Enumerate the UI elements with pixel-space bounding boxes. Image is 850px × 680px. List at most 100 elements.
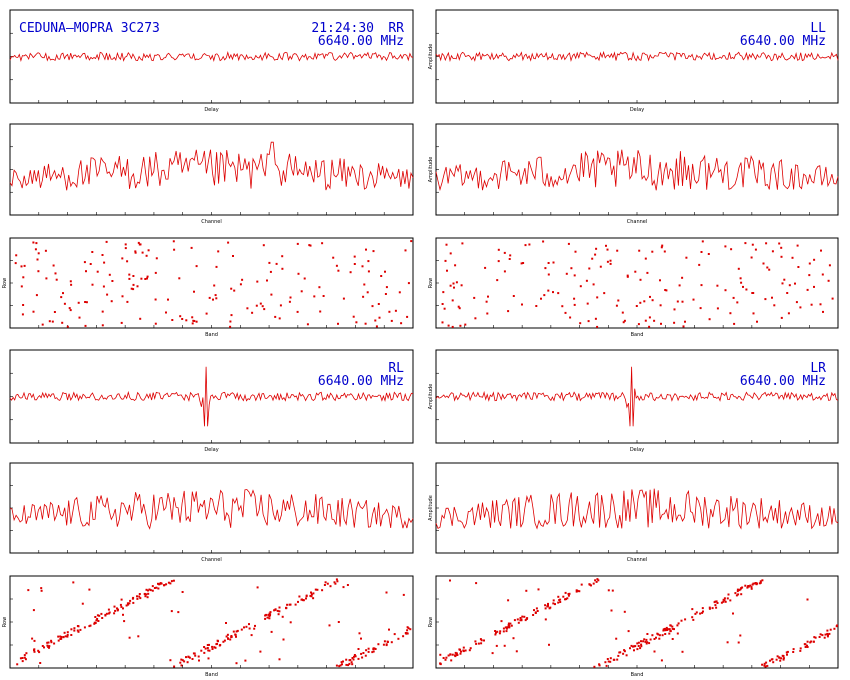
ll-phase-point — [609, 259, 612, 262]
ll-phase-point — [622, 321, 625, 324]
lr-phase-point — [533, 609, 535, 612]
rr-phase-point — [48, 320, 51, 323]
lr-phase-point — [547, 602, 549, 605]
rr-phase-point — [335, 264, 338, 267]
rl-phase-point — [191, 658, 194, 660]
ll-phase-point — [542, 240, 545, 243]
lr-phase-point — [507, 624, 510, 627]
lr-phase-point — [702, 610, 704, 613]
rl-phase-point — [341, 663, 343, 666]
ll-phase-point — [552, 291, 554, 294]
rr-phase-point — [214, 294, 217, 297]
rl-phase-point — [53, 642, 56, 645]
rl-phase-point — [32, 609, 35, 612]
lr-phase-point — [479, 638, 482, 641]
lr-phase-point — [615, 637, 618, 640]
rl-phase-point — [232, 630, 235, 633]
rr-phase-point — [353, 263, 356, 265]
lr-phase-point — [454, 654, 456, 657]
rr-phase-point — [321, 242, 324, 245]
rl-phase-point — [165, 583, 168, 586]
rr-phase-point — [141, 251, 144, 254]
rr-phase-point — [406, 315, 409, 318]
lr-phase-point — [640, 643, 643, 646]
rl-phase-point — [50, 641, 53, 644]
lr-phase-point — [658, 634, 661, 637]
rl-phase-point — [147, 592, 150, 595]
lr-phase-point — [736, 590, 739, 593]
rr-phase-point — [45, 277, 48, 280]
lr-phase-point — [645, 638, 648, 641]
ll-phase-point — [473, 296, 476, 299]
rl-phase-point — [59, 638, 62, 640]
rr-phase-point — [146, 275, 149, 278]
rr-phase-point — [108, 273, 111, 276]
rl-phase-point — [132, 601, 135, 604]
rr-phase-point — [398, 291, 401, 294]
rr-phase-xlabel: Band — [205, 332, 218, 338]
rr-phase-point — [66, 325, 69, 328]
rr-phase-point — [322, 295, 325, 297]
rl-phase-point — [345, 663, 348, 666]
rl-phase-point — [362, 652, 365, 654]
lr-phase-point — [617, 654, 620, 657]
rr-phase-point — [139, 243, 142, 246]
rl-phase-point — [335, 578, 338, 581]
rl-phase-point — [169, 659, 172, 662]
lr-phase-point — [673, 628, 675, 631]
lr-phase-point — [761, 663, 764, 666]
rr-phase-point — [144, 278, 147, 280]
rl-phase-point — [281, 615, 284, 618]
lr-phase-point — [580, 583, 583, 586]
lr-phase-point — [567, 594, 570, 597]
rr-phase-point — [101, 310, 104, 313]
rr-phase-point — [14, 262, 17, 265]
rr-phase-point — [155, 257, 158, 260]
rl-phase-point — [226, 633, 229, 636]
ll-phase-point — [609, 262, 612, 265]
lr-phase-point — [625, 654, 628, 657]
ll-phase-point — [637, 323, 640, 326]
rr-phase-point — [173, 248, 176, 251]
rl-phase-point — [225, 622, 227, 624]
rl-phase-point — [312, 597, 315, 600]
ll-phase-point — [573, 297, 576, 300]
rl-phase-point — [406, 632, 409, 635]
rr-phase-point — [377, 303, 380, 305]
lr-phase-point — [738, 589, 741, 592]
ll-phase-point — [796, 244, 799, 247]
lr-phase-point — [645, 642, 648, 645]
lr-phase-point — [648, 642, 651, 645]
rl-phase-point — [357, 657, 360, 660]
rl-phase-point — [305, 597, 307, 600]
ll-delay-xlabel: Delay — [630, 107, 644, 113]
rr-phase-point — [241, 278, 244, 281]
rr-phase-point — [230, 287, 233, 290]
rl-phase-point — [169, 582, 172, 585]
lr-phase-point — [534, 612, 537, 614]
rl-phase-point — [383, 640, 386, 643]
rl-phase-point — [25, 652, 28, 655]
rl-phase-point — [223, 639, 226, 642]
lr-channel-ylabel: Amplitude — [428, 495, 434, 521]
rr-phase-point — [130, 287, 133, 290]
lr-phase-point — [664, 633, 667, 635]
ll-phase-point — [626, 275, 629, 278]
lr-phase-point — [813, 636, 816, 639]
rl-phase-point — [181, 659, 184, 662]
lr-phase-point — [692, 618, 695, 621]
rl-phase-point — [277, 613, 280, 616]
rr-phase-point — [185, 319, 188, 322]
rl-phase-point — [170, 580, 173, 583]
rl-phase-point — [273, 609, 276, 612]
rl-phase-point — [348, 662, 351, 665]
ll-pol-label: LL — [810, 21, 826, 36]
rl-phase-point — [79, 628, 82, 631]
lr-phase-point — [606, 658, 609, 660]
rl-phase-point — [48, 646, 50, 649]
lr-phase-point — [532, 614, 535, 616]
rl-phase-point — [41, 645, 44, 647]
lr-phase-point — [746, 586, 749, 589]
ll-phase-point — [778, 242, 781, 245]
rl-phase-point — [88, 588, 91, 591]
